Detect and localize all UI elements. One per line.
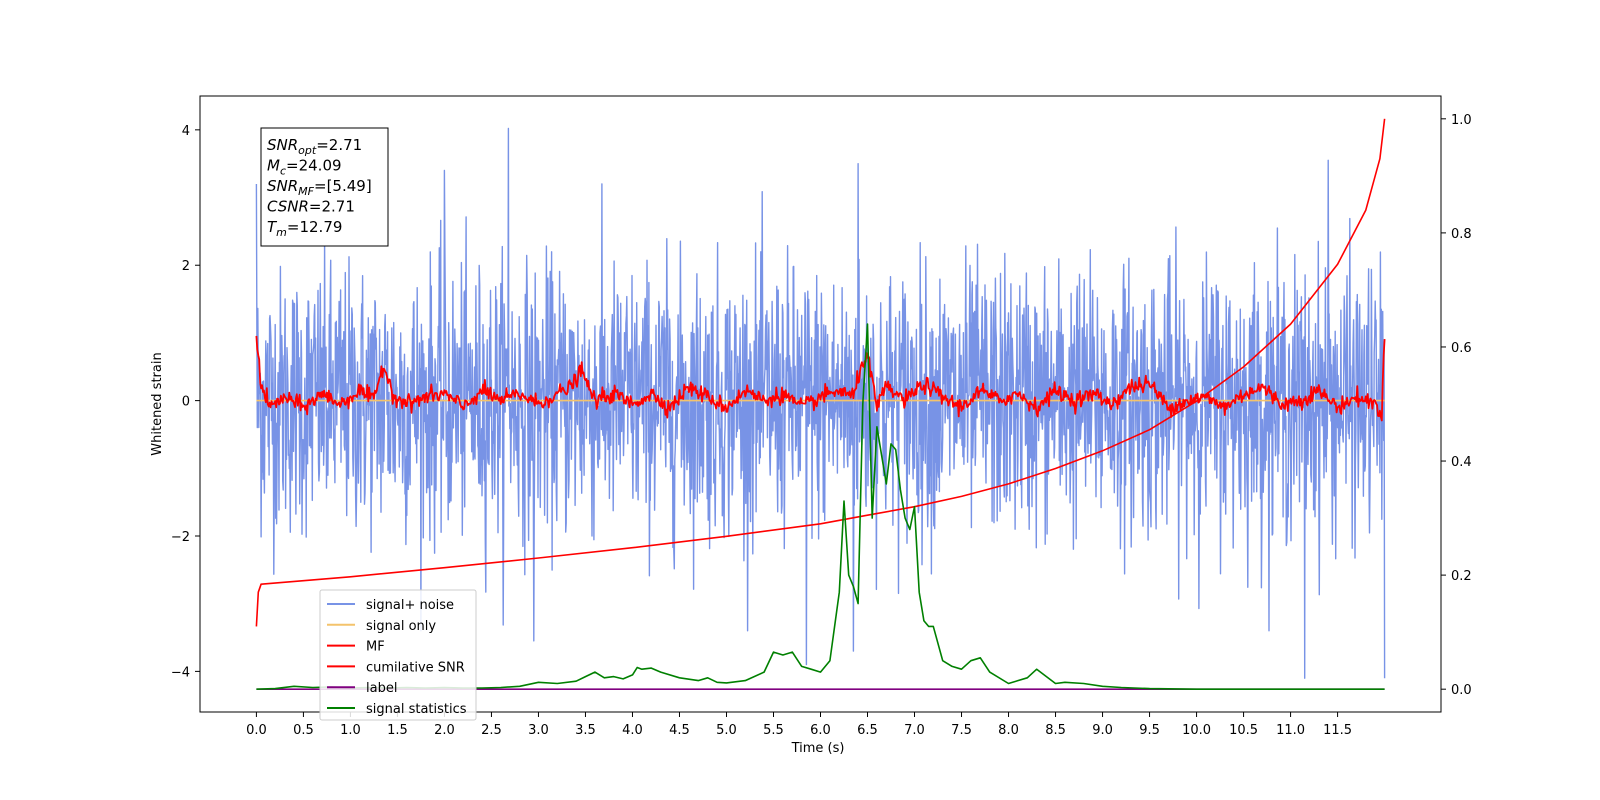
series-layer [255, 118, 1386, 690]
stats-box-lines: SNRopt=2.71Mc=24.09SNRMF=[5.49]CSNR=2.71… [267, 136, 372, 239]
y-right-tick-label: 0.2 [1451, 569, 1472, 584]
x-tick-label: 1.5 [387, 723, 408, 738]
x-tick-label: 0.0 [246, 723, 267, 738]
series-line-mf [255, 335, 1386, 422]
x-tick-label: 4.5 [669, 723, 690, 738]
stats-line: SNRMF=[5.49] [267, 177, 372, 198]
x-tick-label: 10.0 [1182, 723, 1211, 738]
y-tick-label: −2 [171, 530, 190, 545]
x-tick-label: 8.0 [998, 723, 1019, 738]
legend-label-signal-noise: signal+ noise [366, 598, 454, 613]
x-tick-label: 11.0 [1276, 723, 1305, 738]
x-tick-label: 9.5 [1139, 723, 1160, 738]
y-tick-label: 4 [182, 124, 190, 139]
y-right-tick-label: 0.8 [1451, 227, 1472, 242]
y-right-tick-label: 0.4 [1451, 455, 1472, 470]
x-axis-ticks: 0.0 0.5 1.0 1.5 2.0 2.5 3.0 3.5 4.0 4.5 5.0 5.5 6.0 6… [246, 712, 1352, 738]
x-tick-label: 5.5 [763, 723, 784, 738]
series-line-signal-noise [255, 127, 1386, 679]
legend: signal+ noise signal only MF cumilative SNR… [319, 589, 477, 721]
stats-box: SNRopt=2.71Mc=24.09SNRMF=[5.49]CSNR=2.71… [260, 127, 389, 247]
legend-label-label: label [366, 681, 397, 696]
legend-label-mf: MF [366, 640, 385, 655]
x-tick-label: 5.0 [716, 723, 737, 738]
y-right-tick-label: 0.0 [1451, 683, 1472, 698]
legend-label-signal-statistics: signal statistics [366, 702, 467, 717]
x-tick-label: 11.5 [1323, 723, 1352, 738]
x-tick-label: 2.0 [434, 723, 455, 738]
x-tick-label: 6.0 [810, 723, 831, 738]
legend-items: signal+ noise signal only MF cumilative SNR… [327, 598, 467, 717]
y-axis-ticks-right: 1.0 0.8 0.6 0.4 0.2 0.0 [1441, 113, 1472, 698]
legend-label-cumilative-snr: cumilative SNR [366, 660, 465, 675]
stats-line: Mc=24.09 [267, 157, 342, 178]
x-tick-label: 8.5 [1045, 723, 1066, 738]
legend-frame [319, 589, 477, 721]
x-tick-label: 10.5 [1229, 723, 1258, 738]
y-right-tick-label: 0.6 [1451, 341, 1472, 356]
y-right-tick-label: 1.0 [1451, 113, 1472, 128]
stats-line: Tm=12.79 [267, 218, 342, 239]
series-line-signal-statistics [256, 323, 1385, 690]
x-tick-label: 3.5 [575, 723, 596, 738]
y-axis-label: Whitened strain [150, 352, 165, 455]
x-tick-label: 1.0 [340, 723, 361, 738]
x-tick-label: 2.5 [481, 723, 502, 738]
y-tick-label: 0 [182, 395, 190, 410]
x-tick-label: 7.5 [951, 723, 972, 738]
stats-box-frame [260, 127, 389, 247]
x-axis-label: Time (s) [791, 741, 845, 756]
x-tick-label: 4.0 [622, 723, 643, 738]
series-line-cumilative-snr [255, 118, 1386, 627]
y-tick-label: −4 [171, 665, 190, 680]
stats-line: SNRopt=2.71 [267, 136, 362, 157]
x-tick-label: 3.0 [528, 723, 549, 738]
stats-line: CSNR=2.71 [267, 198, 355, 216]
x-tick-label: 0.5 [293, 723, 314, 738]
x-tick-label: 7.0 [904, 723, 925, 738]
x-tick-label: 9.0 [1092, 723, 1113, 738]
y-tick-label: 2 [182, 259, 190, 274]
x-tick-label: 6.5 [857, 723, 878, 738]
legend-label-signal-only: signal only [366, 619, 436, 634]
y-axis-ticks-left: 4 2 0 −2 −4 [171, 124, 200, 680]
